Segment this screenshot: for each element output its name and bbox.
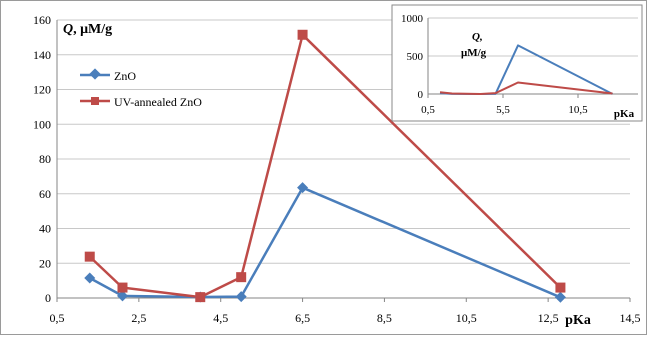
inset-series-lines xyxy=(439,44,613,95)
main-line-zno xyxy=(89,186,561,299)
main-y-axis-label-symbol: Q xyxy=(63,22,73,37)
main-x-tick-labels: 0,5 2,5 4,5 6,5 8,5 10,5 12,5 14,5 xyxy=(50,311,641,325)
inset-y-axis-label-unit: μM/g xyxy=(461,47,487,59)
main-x-axis-label: pKa xyxy=(565,313,591,328)
main-y-tick-label: 20 xyxy=(39,256,51,270)
legend-item-uv-annealed-zno: UV-annealed ZnO xyxy=(80,95,202,109)
main-y-axis-label-unit: , μM/g xyxy=(73,22,112,37)
main-x-tick-label: 6,5 xyxy=(295,311,310,325)
main-y-axis-label: Q, μM/g xyxy=(63,22,112,37)
main-series-markers xyxy=(84,29,566,303)
main-x-tick-label: 4,5 xyxy=(213,311,228,325)
main-x-tick-label: 10,5 xyxy=(456,311,477,325)
legend-label-zno: ZnO xyxy=(114,69,136,83)
marker-zno xyxy=(235,291,247,303)
main-series-lines xyxy=(88,33,562,299)
inset-y-tick-label: 1000 xyxy=(401,13,424,25)
marker-uv-annealed-zno xyxy=(84,251,95,262)
inset-y-tick-label: 0 xyxy=(418,89,424,101)
main-y-tick-label: 40 xyxy=(39,222,51,236)
main-line-uv-annealed-zno xyxy=(88,33,562,299)
inset-gridlines xyxy=(428,17,638,57)
marker-uv-annealed-zno xyxy=(195,292,206,303)
main-y-tick-labels: 0 20 40 60 80 100 120 140 160 xyxy=(33,13,51,305)
inset-y-tick-labels: 0 500 1000 xyxy=(401,13,424,101)
inset-y-axis-label-line1: Q, xyxy=(472,31,483,43)
main-y-tick-label: 0 xyxy=(45,291,51,305)
marker-zno xyxy=(554,291,566,303)
marker-uv-annealed-zno xyxy=(236,272,247,283)
inset-x-tick-label: 5,5 xyxy=(496,104,510,116)
legend-marker-uv-annealed-zno xyxy=(91,97,99,105)
legend-label-uv-annealed-zno: UV-annealed ZnO xyxy=(114,95,202,109)
inset-border xyxy=(391,4,643,122)
main-x-tick-label: 14,5 xyxy=(620,311,641,325)
inset-x-tick-label: 10,5 xyxy=(568,104,588,116)
main-y-tick-label: 80 xyxy=(39,152,51,166)
main-y-tick-label: 140 xyxy=(33,48,51,62)
marker-uv-annealed-zno xyxy=(297,29,308,40)
marker-zno xyxy=(297,182,309,194)
inset-x-axis-label: pKa xyxy=(614,108,635,120)
inset-line-series-2 xyxy=(439,81,613,95)
marker-uv-annealed-zno xyxy=(117,282,128,293)
main-legend: ZnO UV-annealed ZnO xyxy=(80,68,202,109)
main-x-tick-label: 8,5 xyxy=(377,311,392,325)
inset-chart: 0 500 1000 0,5 5,5 10,5 Q, μM/g pKa xyxy=(391,4,643,122)
main-x-tick-label: 0,5 xyxy=(50,311,65,325)
main-axes xyxy=(56,20,631,302)
inset-x-tick-labels: 0,5 5,5 10,5 xyxy=(421,104,588,116)
main-y-tick-label: 100 xyxy=(33,117,51,131)
marker-zno xyxy=(116,290,128,302)
inset-y-axis-label: Q, xyxy=(472,31,483,43)
main-y-tick-label: 60 xyxy=(39,187,51,201)
marker-uv-annealed-zno xyxy=(555,282,566,293)
main-y-tick-label: 160 xyxy=(33,13,51,27)
marker-zno xyxy=(84,272,96,284)
inset-y-tick-label: 500 xyxy=(407,51,424,63)
inset-x-tick-label: 0,5 xyxy=(421,104,435,116)
main-x-tick-label: 2,5 xyxy=(131,311,146,325)
main-x-tick-label: 12,5 xyxy=(538,311,559,325)
main-y-tick-label: 120 xyxy=(33,83,51,97)
